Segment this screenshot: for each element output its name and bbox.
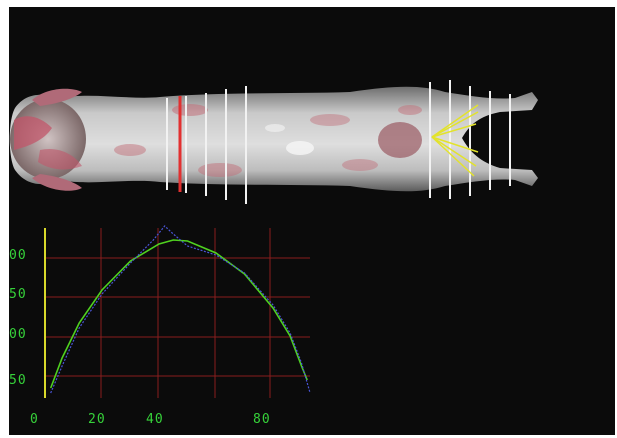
fat-patch	[378, 122, 422, 158]
x-tick-labels: 0 20 40 80	[30, 412, 271, 427]
fat-patch	[172, 104, 208, 116]
fat-patch	[114, 144, 146, 156]
y-tick-label: 00	[9, 248, 27, 263]
fan-ray	[431, 104, 479, 138]
y-tick-label: 50	[9, 373, 27, 388]
fan-ray	[431, 123, 477, 138]
fan-ray	[431, 136, 475, 177]
x-tick-label: 80	[253, 412, 271, 427]
x-tick-label: 40	[146, 412, 164, 427]
x-tick-label: 0	[30, 412, 39, 427]
fan-ray	[431, 111, 479, 138]
y-tick-labels: 00 50 00 50	[9, 248, 27, 388]
fan-lines	[431, 104, 479, 177]
head-tissue	[14, 116, 52, 150]
fat-patch	[286, 141, 314, 155]
fat-patch	[310, 114, 350, 126]
profile-chart: 00 50 00 50 0 20 40 80	[9, 225, 311, 427]
carcass-image	[9, 86, 538, 192]
y-tick-label: 00	[9, 327, 27, 342]
x-tick-label: 20	[88, 412, 106, 427]
carcass-body	[9, 86, 538, 192]
y-tick-label: 50	[9, 287, 27, 302]
measurement-lines	[166, 80, 511, 204]
fat-patch	[398, 105, 422, 115]
measured-curve	[50, 225, 311, 394]
chart-series	[49, 225, 311, 394]
head-tissue-2	[38, 148, 82, 170]
display-background	[9, 7, 615, 435]
fan-ray	[431, 136, 479, 153]
fan-ray	[431, 136, 477, 167]
ear-bottom	[32, 174, 82, 191]
fat-patch	[342, 159, 378, 171]
ear-top	[32, 88, 82, 106]
fat-patch	[198, 163, 242, 177]
fat-patch	[265, 124, 285, 132]
chart-grid	[45, 228, 310, 398]
